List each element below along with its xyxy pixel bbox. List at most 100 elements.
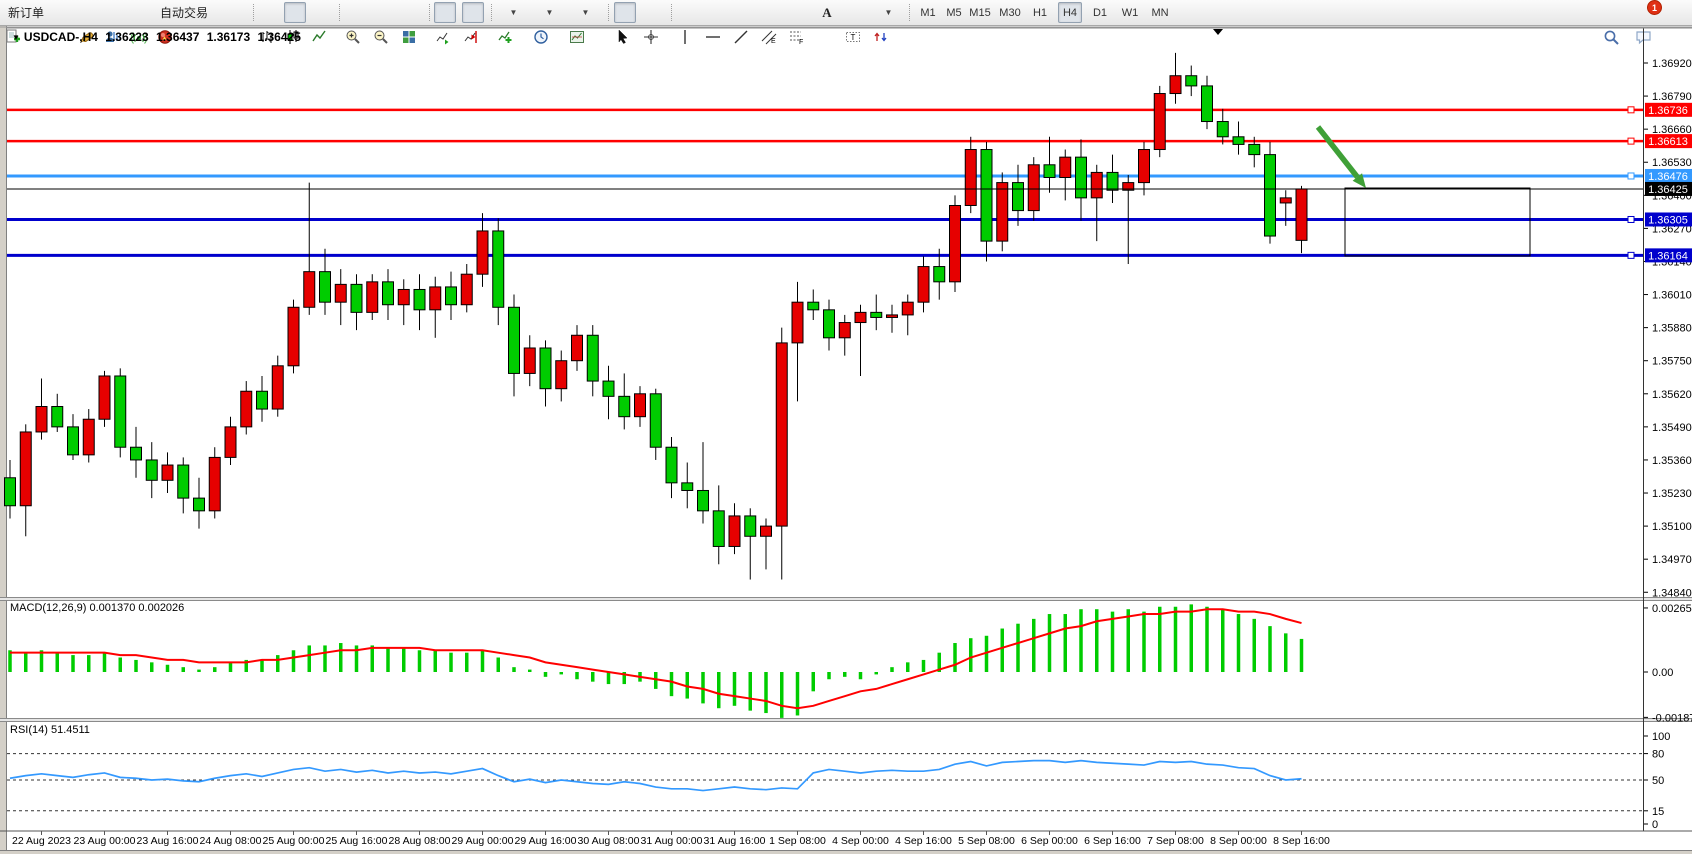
svg-text:1.34970: 1.34970	[1652, 554, 1692, 566]
svg-text:1.36660: 1.36660	[1652, 124, 1692, 136]
svg-text:29 Aug 00:00: 29 Aug 00:00	[452, 835, 514, 847]
timeframe-button-M30[interactable]: M30	[999, 6, 1021, 19]
equidistant-channel-tool[interactable]: E	[760, 2, 782, 45]
level-price-box: 1.36736	[1645, 102, 1692, 117]
main-toolbar: 新订单 自动交易	[0, 0, 1692, 45]
crayon-tool-button[interactable]	[78, 2, 100, 43]
chevron-down-icon: ▼	[884, 8, 893, 17]
rsi-indicator-label: RSI(14) 51.4511	[10, 724, 90, 736]
chat-button[interactable]: 1	[1634, 0, 1662, 45]
signals-button[interactable]	[130, 2, 152, 44]
svg-text:31 Aug 16:00: 31 Aug 16:00	[704, 835, 766, 847]
vertical-line-tool[interactable]	[676, 2, 698, 44]
text-label-tool[interactable]: T	[844, 2, 866, 42]
svg-text:31 Aug 00:00: 31 Aug 00:00	[641, 835, 703, 847]
horizontal-line-icon	[706, 36, 720, 38]
svg-text:0: 0	[1652, 819, 1658, 831]
macd-signal-line	[10, 608, 1302, 710]
template-dropdown[interactable]: ▼	[568, 2, 602, 43]
chevron-down-icon: ▼	[581, 8, 590, 17]
auto-scroll-button[interactable]	[434, 2, 456, 45]
timeframe-button-W1[interactable]: W1	[1121, 6, 1139, 19]
text-tool[interactable]: A	[816, 2, 838, 23]
timeframe-button-H4[interactable]: H4	[1058, 2, 1082, 23]
svg-text:25 Aug 16:00: 25 Aug 16:00	[326, 835, 388, 847]
svg-text:22 Aug 2023: 22 Aug 2023	[12, 835, 71, 847]
rectangle-annotation[interactable]	[1344, 187, 1531, 257]
svg-text:1.36010: 1.36010	[1652, 290, 1692, 302]
toolbar-separator	[608, 4, 609, 21]
add-indicator-icon	[498, 31, 512, 43]
label-tool-icon: T	[846, 32, 860, 42]
chart-canvas[interactable]: 1.369201.367901.366601.365301.364001.362…	[0, 26, 1692, 854]
chevron-down-icon: ▼	[509, 8, 518, 17]
bar-chart-icon	[261, 31, 273, 43]
svg-text:7 Sep 08:00: 7 Sep 08:00	[1147, 835, 1204, 847]
text-tool-icon: A	[822, 5, 832, 20]
crosshair-icon	[644, 30, 658, 44]
svg-text:28 Aug 08:00: 28 Aug 08:00	[389, 835, 451, 847]
cursor-tool-button[interactable]	[614, 2, 636, 44]
candlestick-mode-button[interactable]	[284, 2, 306, 44]
chart-shift-marker[interactable]	[1213, 29, 1223, 35]
zoom-out-button[interactable]	[372, 2, 394, 44]
timeframe-button-M15[interactable]: M15	[969, 6, 991, 19]
rsi-panel: 100 80 50 150	[7, 731, 1670, 831]
svg-text:1.36920: 1.36920	[1652, 58, 1692, 70]
svg-text:1.35100: 1.35100	[1652, 521, 1692, 533]
svg-text:100: 100	[1652, 731, 1670, 743]
bid-price-box: 1.36425	[1645, 181, 1692, 196]
trader-profile-button[interactable]	[104, 2, 126, 42]
svg-text:1.35620: 1.35620	[1652, 389, 1692, 401]
svg-text:4 Sep 16:00: 4 Sep 16:00	[895, 835, 952, 847]
timeframe-button-MN[interactable]: MN	[1151, 6, 1169, 19]
toolbar-separator	[429, 4, 430, 21]
timeframe-button-M5[interactable]: M5	[946, 6, 962, 19]
level-price-box: 1.36476	[1645, 168, 1692, 183]
auto-scroll-icon	[436, 32, 449, 45]
macd-indicator-label: MACD(12,26,9) 0.001370 0.002026	[10, 602, 185, 614]
line-chart-mode-button[interactable]	[310, 2, 332, 42]
svg-text:25 Aug 00:00: 25 Aug 00:00	[263, 835, 325, 847]
candlestick-series	[4, 52, 1308, 580]
timeframe-button-D1[interactable]: D1	[1092, 6, 1108, 19]
horizontal-line-tool[interactable]	[704, 2, 726, 38]
search-button[interactable]	[1602, 2, 1624, 45]
horizontal-level-lines[interactable]	[7, 106, 1643, 259]
chart-shift-button[interactable]	[462, 2, 484, 43]
toolbar-separator	[671, 4, 672, 21]
rsi-line	[9, 759, 1302, 792]
tile-windows-icon	[403, 31, 415, 43]
svg-text:8 Sep 16:00: 8 Sep 16:00	[1273, 835, 1330, 847]
crayon-icon	[80, 32, 94, 43]
svg-text:6 Sep 00:00: 6 Sep 00:00	[1021, 835, 1078, 847]
template-icon	[570, 31, 584, 43]
indicators-dropdown[interactable]: ▼	[496, 2, 530, 43]
autotrade-button[interactable]: 自动交易	[156, 2, 248, 44]
arrow-shapes-icon	[874, 32, 887, 42]
tile-windows-button[interactable]	[400, 2, 422, 43]
new-order-button[interactable]: 新订单	[4, 2, 74, 43]
arrows-dropdown[interactable]: ▼	[872, 2, 904, 42]
timeframe-button-H1[interactable]: H1	[1032, 6, 1048, 19]
svg-text:-0.001879: -0.001879	[1652, 712, 1692, 724]
crosshair-tool-button[interactable]	[642, 2, 664, 44]
periods-dropdown[interactable]: ▼	[532, 2, 566, 44]
svg-text:E: E	[771, 38, 776, 45]
svg-text:29 Aug 16:00: 29 Aug 16:00	[515, 835, 577, 847]
arrow-annotation[interactable]	[1315, 125, 1360, 179]
svg-text:24 Aug 08:00: 24 Aug 08:00	[200, 835, 262, 847]
timeframe-button-M1[interactable]: M1	[920, 6, 936, 19]
svg-text:1.35360: 1.35360	[1652, 455, 1692, 467]
svg-text:5 Sep 08:00: 5 Sep 08:00	[958, 835, 1015, 847]
trendline-tool[interactable]	[732, 2, 754, 44]
ohlc-open: 1.36223	[105, 30, 149, 44]
autotrade-label: 自动交易	[160, 6, 209, 20]
svg-text:15: 15	[1652, 806, 1664, 818]
bar-chart-mode-button[interactable]	[258, 2, 280, 43]
cursor-icon	[618, 29, 628, 44]
zoom-in-button[interactable]	[344, 2, 366, 44]
chart-annotations[interactable]	[1315, 125, 1531, 257]
fibonacci-tool[interactable]: F	[788, 2, 810, 45]
